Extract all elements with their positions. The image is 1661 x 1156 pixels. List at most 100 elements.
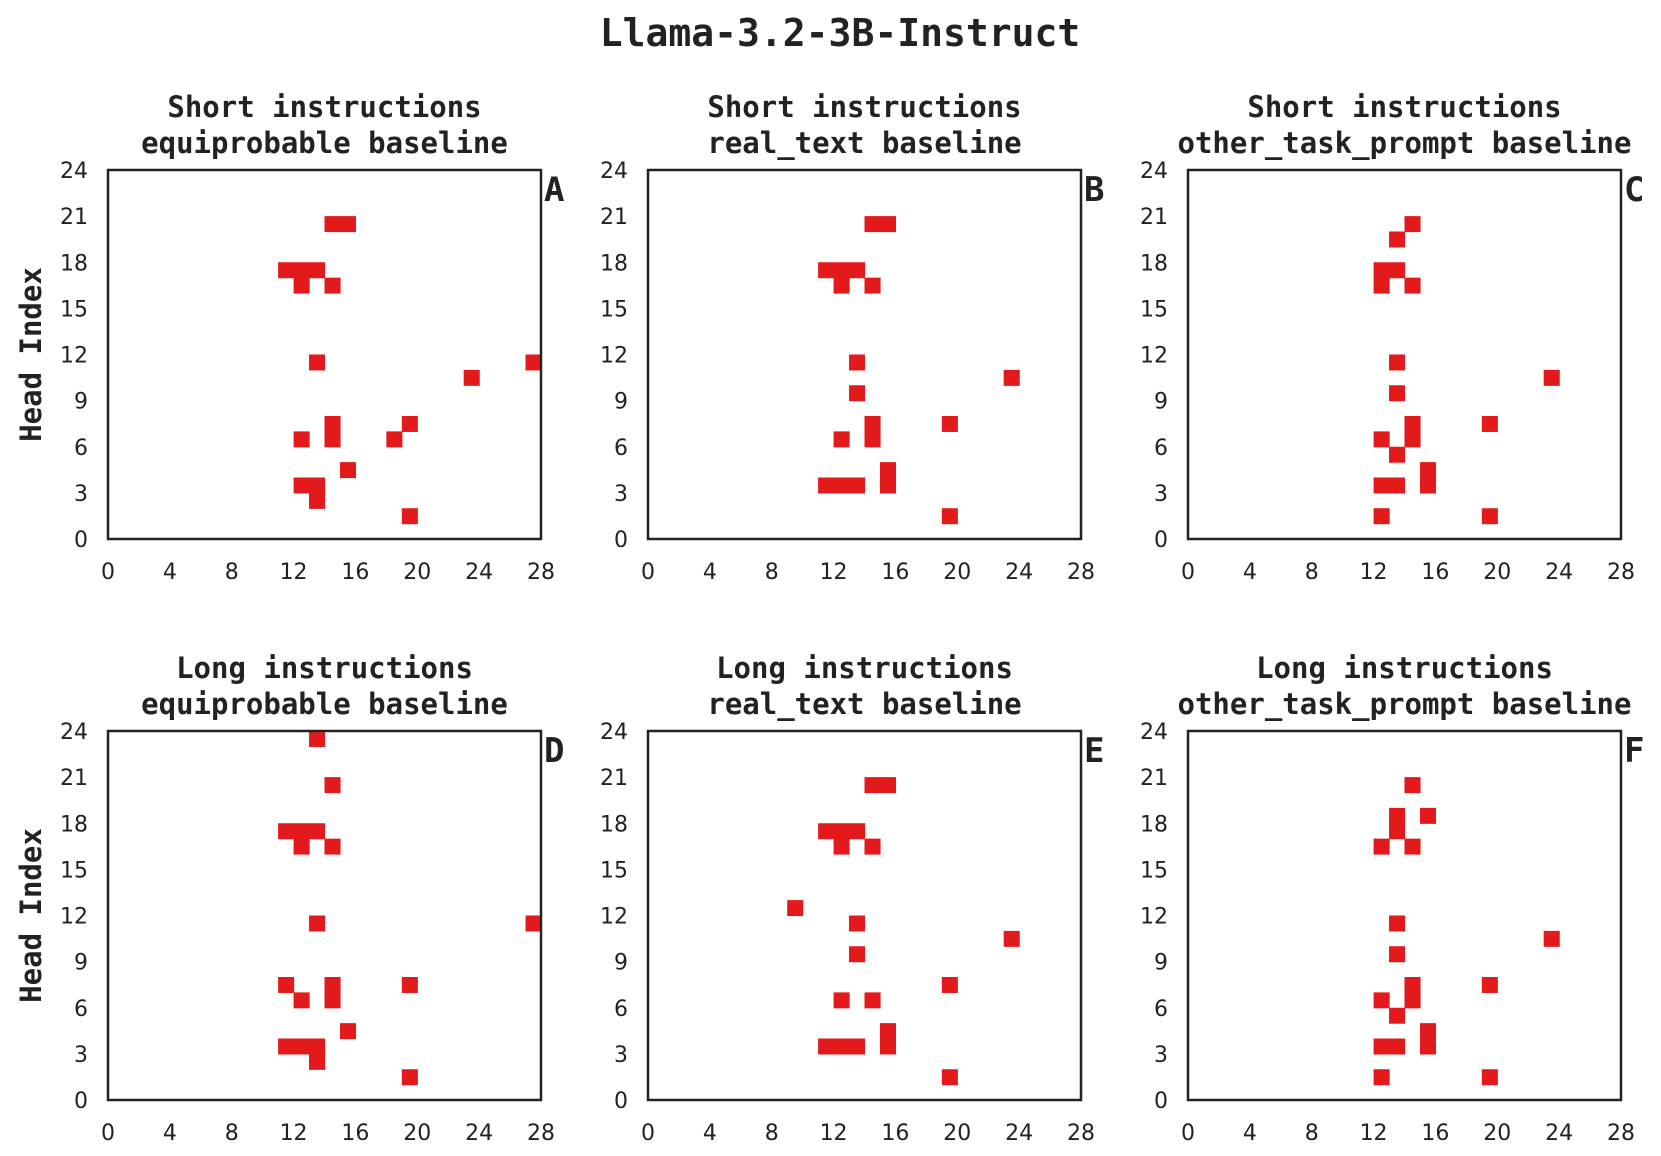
y-tick-label: 9 [74, 951, 88, 976]
x-tick-label: 28 [527, 560, 555, 585]
heatmap-cell [879, 1023, 897, 1040]
heatmap-cell [787, 900, 804, 917]
heatmap-cell [324, 416, 341, 432]
x-tick-label: 24 [465, 1121, 493, 1146]
plot-frame [1186, 168, 1623, 541]
y-tick-label: 15 [600, 858, 628, 883]
heatmap-cell [833, 431, 850, 448]
heatmap-cell [1389, 1038, 1406, 1055]
x-tick-label: 0 [101, 560, 115, 585]
x-tick-label: 12 [280, 560, 308, 585]
heatmap-cell [864, 992, 881, 1009]
panel-letter: C [1624, 170, 1644, 210]
heatmap-cell [818, 262, 835, 279]
x-tick-label: 8 [1305, 1121, 1319, 1146]
x-tick-label: 16 [1421, 1121, 1449, 1146]
x-tick-label: 16 [881, 1121, 909, 1146]
heatmap-cell [1389, 446, 1406, 463]
x-tick-label: 24 [1545, 1121, 1573, 1146]
heatmap-cell [833, 838, 850, 855]
plot-frame [106, 168, 543, 541]
y-tick-label: 21 [1140, 766, 1168, 791]
heatmap-cell [833, 823, 850, 840]
heatmap-cell [1481, 508, 1498, 525]
heatmap-cell [1481, 1069, 1498, 1086]
y-tick-label: 15 [60, 858, 88, 883]
y-tick-label: 18 [1140, 812, 1168, 837]
y-tick-label: 12 [1140, 905, 1168, 930]
y-tick-label: 15 [1140, 297, 1168, 322]
y-tick-label: 24 [1140, 720, 1168, 745]
heatmap-cell [324, 977, 341, 993]
heatmap-cell [1389, 477, 1406, 494]
panel-title-line1: Short instructions [707, 90, 1021, 124]
y-tick-label: 9 [74, 390, 88, 415]
y-tick-label: 24 [60, 159, 88, 184]
x-tick-label: 0 [1181, 560, 1195, 585]
x-tick-label: 20 [403, 1121, 431, 1146]
heatmap-cell [1404, 992, 1421, 1009]
heatmap-cell [1389, 807, 1406, 824]
heatmap-cell [1373, 992, 1390, 1009]
heatmap-cell [818, 823, 835, 840]
x-tick-label: 24 [1545, 560, 1573, 585]
heatmap-cell [1543, 930, 1560, 947]
x-tick-label: 20 [403, 560, 431, 585]
x-tick-label: 12 [1360, 560, 1388, 585]
heatmap-cell [941, 977, 958, 993]
y-tick-label: 9 [614, 951, 628, 976]
heatmap-cell [1373, 431, 1390, 448]
heatmap-cell [1373, 838, 1390, 855]
x-tick-label: 4 [163, 560, 177, 585]
y-tick-label: 3 [1154, 482, 1168, 507]
heatmap-cell [1389, 231, 1406, 248]
heatmap-cell [941, 416, 958, 432]
heatmap-cell [309, 492, 326, 509]
y-tick-label: 18 [600, 251, 628, 276]
heatmap-cell [1373, 277, 1390, 294]
x-tick-label: 8 [765, 560, 779, 585]
panel-letter: E [1084, 731, 1104, 771]
heatmap-cell [1404, 277, 1421, 294]
panel-title-line1: Long instructions [1256, 651, 1553, 685]
heatmap-cell [864, 416, 881, 432]
heatmap-cell [339, 462, 357, 479]
y-axis-label: Head Index [14, 828, 48, 1003]
heatmap-cell [309, 915, 326, 932]
heatmap-cell [833, 262, 850, 279]
y-tick-label: 0 [74, 1089, 88, 1114]
heatmap-cell [864, 277, 881, 294]
heatmap-cell [309, 1038, 326, 1055]
heatmap-cell [833, 1038, 850, 1055]
y-tick-label: 12 [60, 344, 88, 369]
heatmap-cell [525, 915, 542, 932]
y-tick-label: 21 [600, 205, 628, 230]
y-tick-label: 0 [1154, 528, 1168, 553]
heatmap-cell [463, 369, 480, 386]
heatmap-cell [1389, 823, 1406, 840]
heatmap-cell [401, 416, 418, 432]
y-tick-label: 15 [1140, 858, 1168, 883]
heatmap-cell [1404, 216, 1421, 233]
y-tick-label: 21 [600, 766, 628, 791]
heatmap-cell [324, 838, 341, 855]
panel-letter: D [544, 731, 564, 771]
heatmap-cell [864, 838, 881, 855]
heatmap-cell [864, 777, 881, 794]
y-tick-label: 6 [74, 997, 88, 1022]
y-tick-label: 9 [1154, 390, 1168, 415]
heatmap-cell [1373, 262, 1390, 279]
x-tick-label: 12 [280, 1121, 308, 1146]
heatmap-cell [1419, 462, 1437, 479]
y-tick-label: 24 [600, 720, 628, 745]
heatmap-cell [1404, 416, 1421, 432]
x-tick-label: 20 [1483, 560, 1511, 585]
heatmap-cell [401, 508, 418, 525]
x-tick-label: 8 [225, 1121, 239, 1146]
heatmap-cell [293, 823, 310, 840]
heatmap-cell [1389, 354, 1406, 371]
heatmap-cell [1389, 385, 1406, 402]
